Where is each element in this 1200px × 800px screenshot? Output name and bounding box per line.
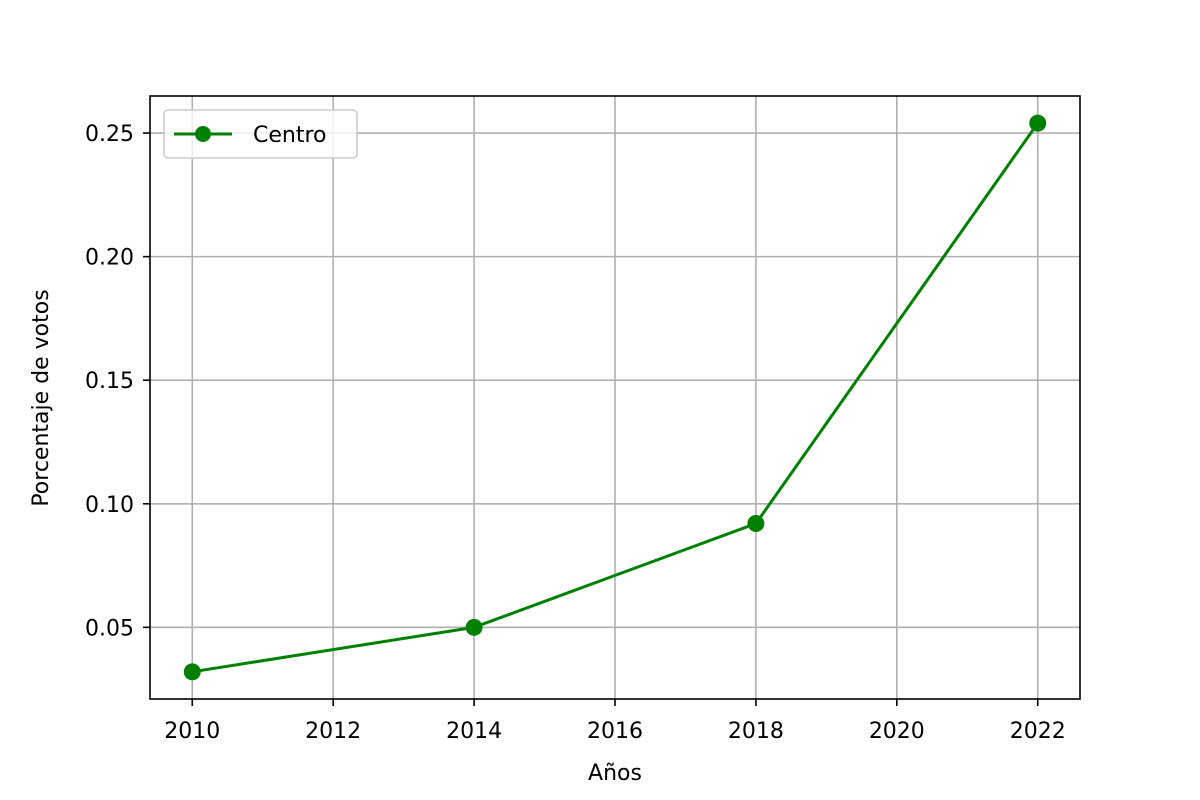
x-tick-label: 2014 <box>446 719 502 744</box>
series-line-centro <box>192 122 1039 674</box>
x-tick-label: 2022 <box>1010 719 1066 744</box>
legend-box <box>163 109 358 159</box>
data-point <box>1029 114 1047 132</box>
x-tick-label: 2010 <box>164 719 220 744</box>
x-axis-label: Años <box>588 761 642 786</box>
grid <box>150 96 1080 699</box>
x-tick-label: 2016 <box>587 719 643 744</box>
data-point <box>183 663 201 681</box>
y-tick-label: 0.15 <box>85 369 134 394</box>
y-tick-label: 0.25 <box>85 122 134 147</box>
y-axis-label: Porcentaje de votos <box>29 289 54 506</box>
data-point <box>747 515 765 533</box>
y-tick-label: 0.20 <box>85 246 134 271</box>
x-tick-label: 2020 <box>869 719 925 744</box>
y-tick-label: 0.05 <box>85 616 134 641</box>
series-layer <box>183 114 1047 681</box>
x-tick-label: 2012 <box>305 719 361 744</box>
legend-marker-centro <box>195 126 211 142</box>
y-tick-label: 0.10 <box>85 493 134 518</box>
x-tick-label: 2018 <box>728 719 784 744</box>
legend-label-centro: Centro <box>253 123 327 148</box>
legend: Centro <box>163 109 358 159</box>
data-point <box>465 618 483 636</box>
axis-ticks: 2010 2012 2014 2016 2018 2020 2022 0.05 0.10 0.15… <box>85 122 1066 744</box>
